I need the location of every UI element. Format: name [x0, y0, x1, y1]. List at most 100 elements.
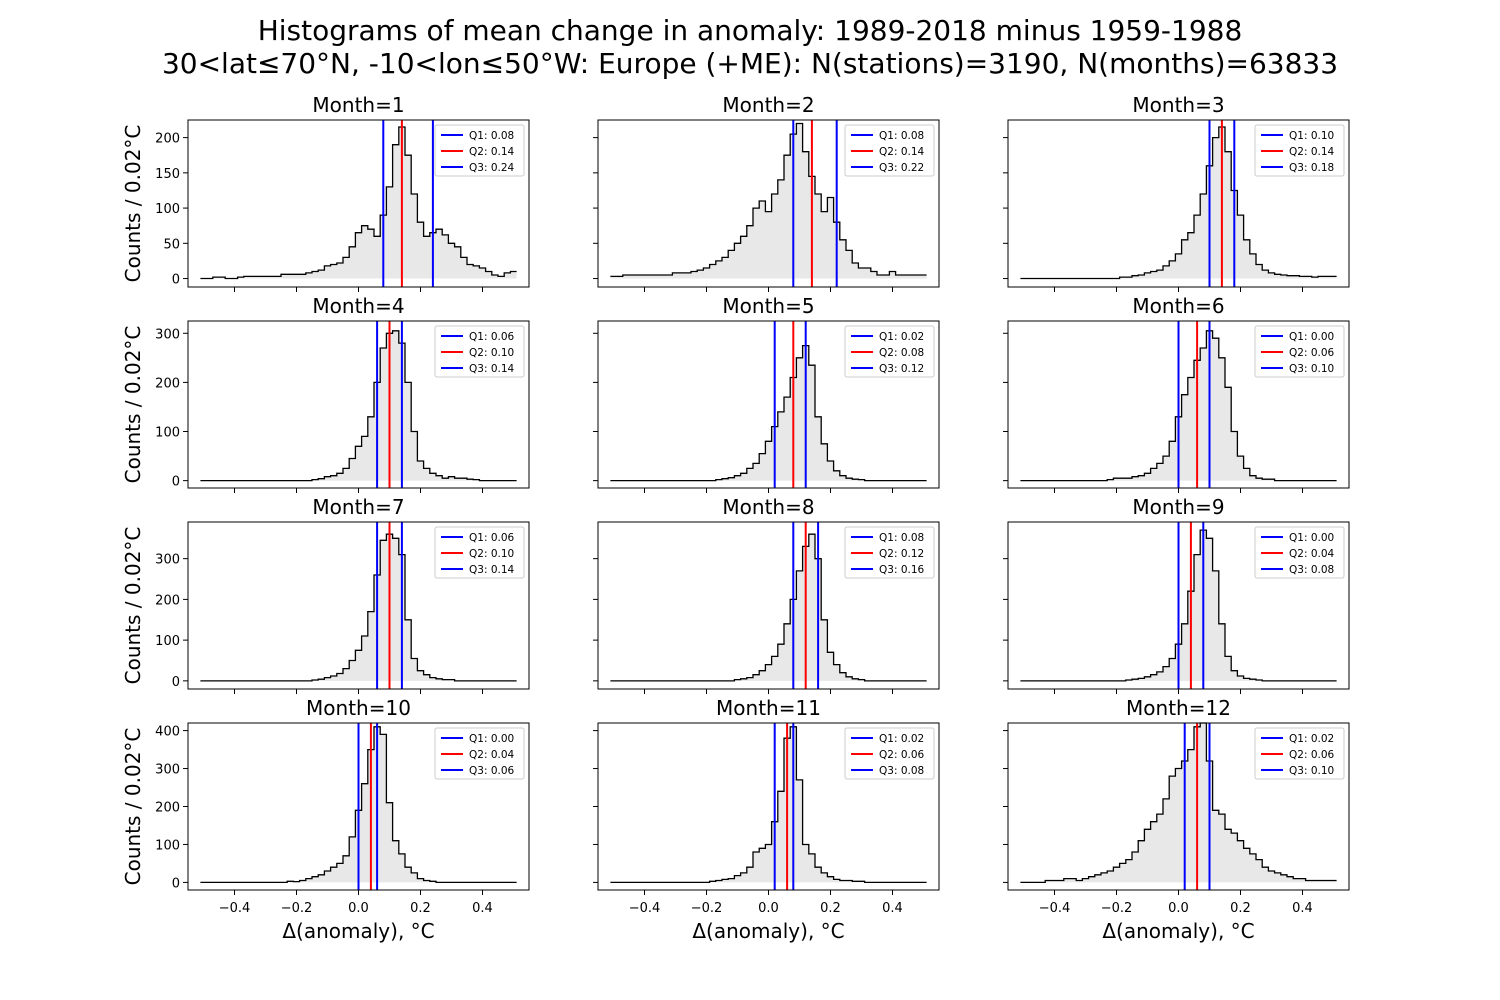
figure-title-line-1: Histograms of mean change in anomaly: 19…	[257, 14, 1243, 47]
panel-title: Month=10	[306, 696, 411, 720]
legend-label-q3: Q3: 0.24	[469, 162, 515, 174]
legend-box	[434, 526, 525, 579]
histogram-step-line	[1020, 330, 1337, 482]
y-axis-label: Counts / 0.02°C	[121, 125, 145, 283]
panel-title: Month=1	[312, 93, 404, 117]
y-tick-label: 50	[163, 237, 180, 252]
x-tick-label: 0.0	[758, 901, 779, 916]
legend-label-q3: Q3: 0.08	[879, 765, 924, 777]
x-axis-label: Δ(anomaly), °C	[692, 919, 844, 943]
histogram-step-line	[200, 126, 517, 280]
histogram-step-line	[1020, 722, 1337, 884]
x-tick-label: −0.2	[281, 901, 313, 916]
legend-box	[844, 124, 935, 177]
y-tick-label: 200	[155, 376, 180, 391]
legend-label-q1: Q1: 0.06	[469, 532, 515, 544]
legend-label-q3: Q3: 0.10	[1289, 765, 1334, 777]
legend-label-q3: Q3: 0.14	[469, 564, 515, 576]
legend-box	[844, 526, 935, 579]
legend-box	[844, 727, 935, 780]
histogram-fill	[200, 534, 517, 681]
legend-label-q3: Q3: 0.06	[469, 765, 515, 777]
legend-box	[1254, 727, 1345, 780]
x-tick-label: 0.4	[1292, 901, 1313, 916]
legend-label-q1: Q1: 0.08	[469, 130, 514, 142]
x-tick-label: 0.2	[1230, 901, 1251, 916]
histogram-panel-11: Month=11 −0.4 −0.2 0.0 0.2 0.4 Δ(anomaly), °C Q…	[593, 696, 940, 943]
legend-label-q1: Q1: 0.00	[1289, 331, 1334, 343]
histogram-step-line	[610, 533, 927, 682]
x-tick-label: −0.4	[219, 901, 251, 916]
legend-label-q3: Q3: 0.08	[1289, 564, 1334, 576]
legend-label-q1: Q1: 0.06	[469, 331, 515, 343]
legend-box	[434, 727, 525, 780]
histogram-fill	[200, 127, 517, 279]
histogram-panel-10: Month=10 0 100 200 300 400 −0.4 −0.2 0.0 0.2 0.4 Co…	[121, 696, 530, 943]
legend-label-q2: Q2: 0.06	[879, 749, 925, 761]
histogram-panel-1: Month=1 0 50 100 150 200 Counts / 0.02°C Q1: 0.…	[121, 93, 530, 292]
panel-title: Month=11	[716, 696, 821, 720]
panel-title: Month=9	[1132, 495, 1224, 519]
legend-label-q2: Q2: 0.14	[879, 146, 925, 158]
legend-label-q3: Q3: 0.14	[469, 363, 515, 375]
legend-box	[1254, 124, 1345, 177]
legend-label-q1: Q1: 0.02	[879, 733, 924, 745]
legend-label-q2: Q2: 0.14	[1289, 146, 1335, 158]
y-tick-label: 100	[155, 634, 180, 649]
histogram-panel-9: Month=9 Q1: 0.00 Q2: 0.04 Q3: 0.08	[1003, 495, 1350, 694]
histogram-fill	[610, 123, 927, 279]
legend-label-q1: Q1: 0.02	[1289, 733, 1334, 745]
x-tick-label: 0.4	[472, 901, 493, 916]
y-axis-label: Counts / 0.02°C	[121, 326, 145, 484]
legend-label-q2: Q2: 0.04	[1289, 548, 1335, 560]
y-tick-label: 300	[155, 553, 180, 568]
histogram-fill	[1020, 723, 1337, 883]
legend-box	[434, 325, 525, 378]
legend-label-q2: Q2: 0.14	[469, 146, 515, 158]
x-tick-label: −0.2	[1101, 901, 1133, 916]
x-tick-label: 0.2	[410, 901, 431, 916]
histogram-panel-4: Month=4 0 100 200 300 Counts / 0.02°C Q1: 0.06…	[121, 294, 530, 493]
y-axis-label: Counts / 0.02°C	[121, 527, 145, 685]
legend-label-q2: Q2: 0.10	[469, 347, 514, 359]
histogram-step-line	[610, 122, 927, 278]
legend-label-q3: Q3: 0.10	[1289, 363, 1334, 375]
histogram-panel-5: Month=5 Q1: 0.02 Q2: 0.08 Q3: 0.12	[593, 294, 940, 493]
panel-title: Month=6	[1132, 294, 1224, 318]
legend-label-q3: Q3: 0.18	[1289, 162, 1334, 174]
panel-title: Month=5	[722, 294, 814, 318]
x-axis-label: Δ(anomaly), °C	[1102, 919, 1254, 943]
y-tick-label: 400	[155, 725, 180, 740]
y-axis-label: Counts / 0.02°C	[121, 728, 145, 886]
legend-label-q1: Q1: 0.10	[1289, 130, 1334, 142]
histogram-step-line	[1020, 529, 1337, 682]
x-tick-label: −0.2	[691, 901, 723, 916]
x-tick-label: 0.4	[882, 901, 903, 916]
y-tick-label: 100	[155, 838, 180, 853]
panel-title: Month=4	[312, 294, 404, 318]
x-tick-label: −0.4	[629, 901, 661, 916]
y-tick-label: 200	[155, 801, 180, 816]
legend-label-q2: Q2: 0.10	[469, 548, 514, 560]
legend-label-q1: Q1: 0.08	[879, 532, 924, 544]
legend-label-q2: Q2: 0.08	[879, 347, 924, 359]
x-tick-label: 0.2	[820, 901, 841, 916]
y-tick-label: 0	[172, 876, 180, 891]
legend-label-q1: Q1: 0.00	[1289, 532, 1334, 544]
histogram-step-line	[200, 533, 517, 682]
histogram-step-line	[200, 330, 517, 482]
y-tick-label: 300	[155, 763, 180, 778]
panel-title: Month=12	[1126, 696, 1231, 720]
y-tick-label: 200	[155, 593, 180, 608]
x-tick-label: −0.4	[1039, 901, 1071, 916]
y-tick-label: 0	[172, 475, 180, 490]
y-tick-label: 300	[155, 327, 180, 342]
y-tick-label: 150	[155, 167, 180, 182]
legend-label-q1: Q1: 0.08	[879, 130, 924, 142]
histogram-panel-8: Month=8 Q1: 0.08 Q2: 0.12 Q3: 0.16	[593, 495, 940, 694]
histogram-fill	[610, 345, 927, 481]
legend-label-q1: Q1: 0.02	[879, 331, 924, 343]
legend-label-q2: Q2: 0.06	[1289, 749, 1335, 761]
x-axis-label: Δ(anomaly), °C	[282, 919, 434, 943]
